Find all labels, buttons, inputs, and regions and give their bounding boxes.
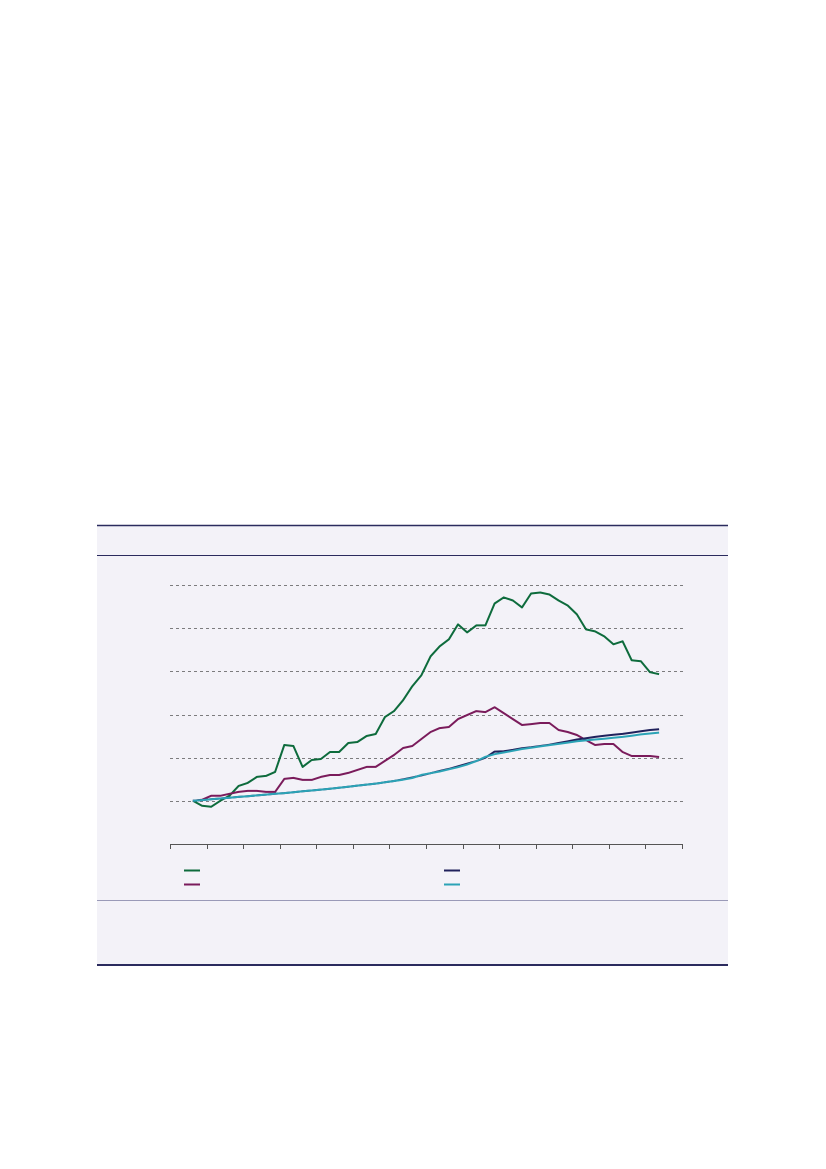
- series-line: [192, 591, 660, 808]
- series-line: [192, 706, 660, 802]
- plot: [170, 585, 685, 886]
- series-line: [192, 731, 660, 802]
